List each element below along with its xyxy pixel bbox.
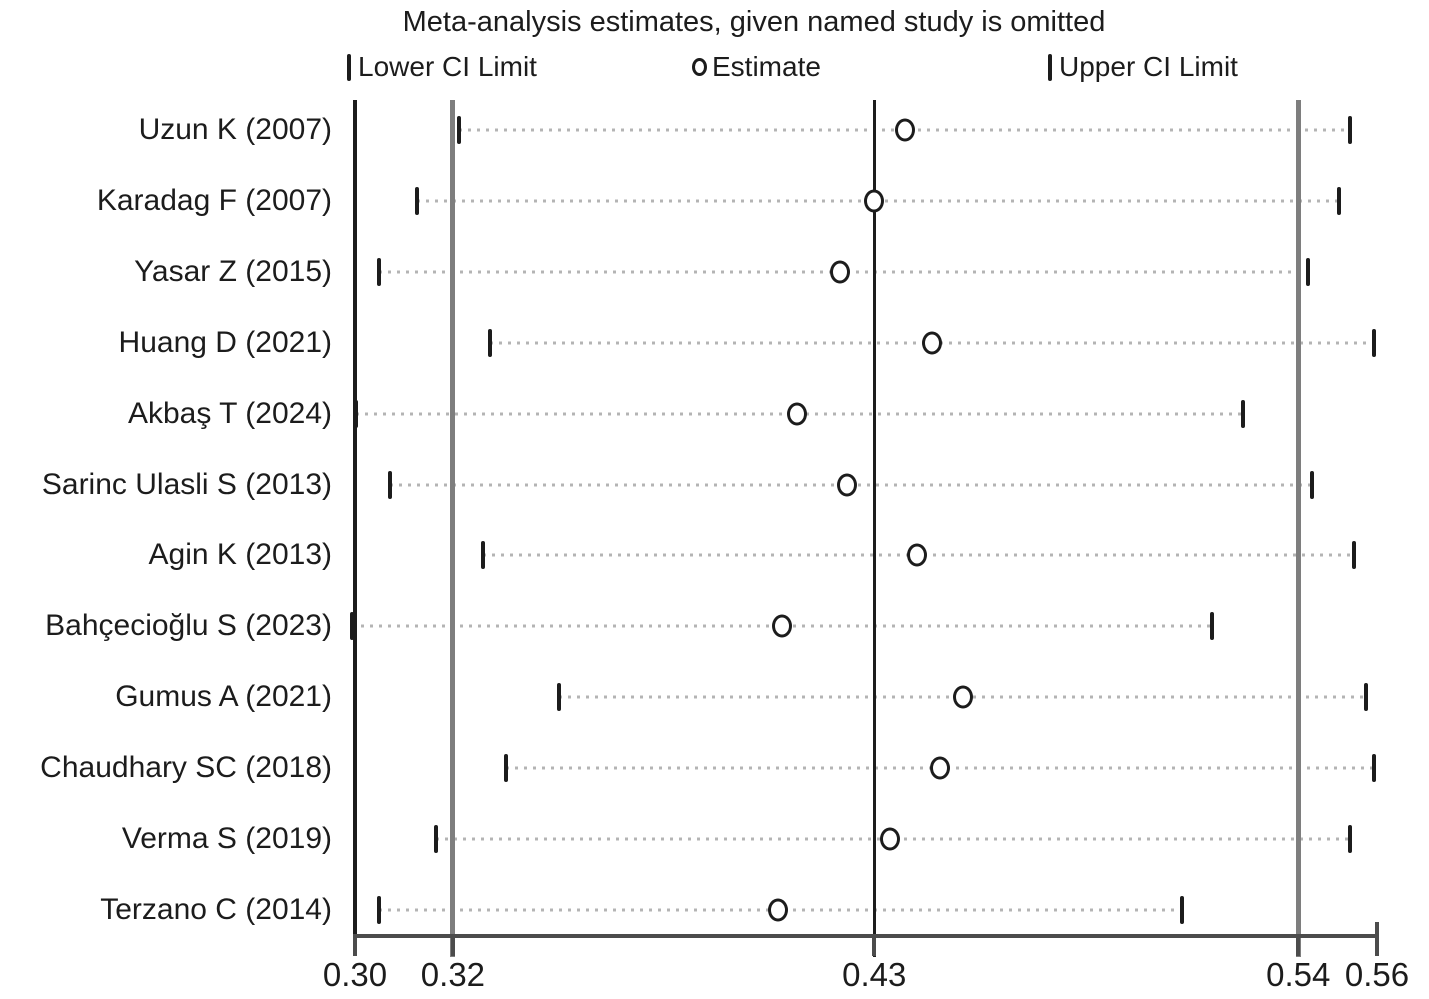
estimate-marker bbox=[929, 756, 950, 780]
legend-estimate-label: Estimate bbox=[712, 51, 821, 82]
lower-ci-tick-icon bbox=[347, 53, 351, 81]
lower-ci-tick bbox=[557, 683, 562, 712]
study-label: Bahçecioğlu S (2023) bbox=[45, 609, 332, 643]
upper-ci-tick bbox=[1336, 186, 1341, 215]
upper-ci-tick bbox=[1210, 612, 1215, 641]
x-axis-tick-label: 0.32 bbox=[420, 956, 486, 993]
x-axis-tick-label: 0.30 bbox=[322, 956, 388, 993]
study-label: Akbaş T (2024) bbox=[127, 396, 332, 430]
lower-ci-tick bbox=[488, 328, 493, 357]
upper-ci-tick bbox=[1371, 754, 1376, 783]
legend-item-lower-ci: Lower CI Limit bbox=[347, 50, 537, 84]
x-axis-tick bbox=[450, 934, 455, 956]
estimate-circle-icon bbox=[692, 58, 707, 76]
lower-ci-tick bbox=[388, 470, 393, 499]
x-axis-tick-label: 0.54 bbox=[1266, 956, 1331, 993]
lower-ci-tick bbox=[376, 895, 381, 924]
estimate-marker bbox=[787, 402, 808, 426]
legend-lower-label: Lower CI Limit bbox=[358, 51, 537, 82]
study-label: Verma S (2019) bbox=[121, 822, 332, 855]
estimate-marker bbox=[768, 898, 789, 922]
reference-line-pooled-upper-ci bbox=[1295, 100, 1301, 957]
study-label: Chaudhary SC (2018) bbox=[40, 751, 332, 785]
upper-ci-tick bbox=[1240, 399, 1245, 428]
estimate-marker bbox=[906, 543, 927, 567]
upper-ci-tick-icon bbox=[1048, 53, 1052, 81]
upper-ci-tick bbox=[1179, 895, 1184, 924]
upper-ci-tick bbox=[1306, 257, 1311, 286]
upper-ci-tick bbox=[1352, 541, 1357, 570]
study-label: Huang D (2021) bbox=[118, 325, 332, 359]
study-label: Gumus A (2021) bbox=[115, 680, 332, 714]
estimate-marker bbox=[921, 331, 942, 355]
x-axis-tick bbox=[353, 934, 357, 956]
estimate-marker bbox=[864, 189, 885, 213]
lower-ci-tick bbox=[434, 825, 439, 853]
study-label: Yasar Z (2015) bbox=[134, 254, 332, 288]
estimate-marker bbox=[952, 685, 973, 709]
lower-ci-tick bbox=[503, 754, 508, 783]
study-label: Uzun K (2007) bbox=[138, 113, 332, 146]
reference-line-pooled-estimate bbox=[872, 100, 876, 957]
lower-ci-tick bbox=[415, 186, 420, 215]
axis-frame-left bbox=[353, 100, 357, 956]
x-axis-tick-label: 0.56 bbox=[1344, 956, 1410, 993]
legend-item-estimate: Estimate bbox=[692, 50, 821, 84]
lower-ci-tick bbox=[376, 257, 381, 286]
study-label: Terzano C (2014) bbox=[100, 892, 332, 926]
lower-ci-tick bbox=[480, 541, 485, 570]
x-axis-tick bbox=[1375, 922, 1379, 956]
upper-ci-tick bbox=[1371, 328, 1376, 357]
upper-ci-tick bbox=[1348, 825, 1353, 853]
study-label: Karadag F (2007) bbox=[96, 183, 332, 217]
legend-item-upper-ci: Upper CI Limit bbox=[1048, 50, 1238, 84]
x-axis-tick bbox=[1296, 934, 1301, 956]
upper-ci-tick bbox=[1310, 470, 1315, 499]
x-axis-line bbox=[355, 934, 1377, 938]
upper-ci-tick bbox=[1363, 683, 1368, 712]
lower-ci-tick bbox=[457, 116, 462, 144]
estimate-marker bbox=[879, 827, 900, 851]
estimate-marker bbox=[772, 614, 793, 638]
lower-ci-tick bbox=[353, 399, 358, 428]
estimate-marker bbox=[829, 260, 850, 284]
estimate-marker bbox=[837, 473, 858, 496]
reference-line-pooled-lower-ci bbox=[450, 100, 456, 957]
x-axis-tick-label: 0.43 bbox=[842, 956, 907, 993]
study-label: Sarinc Ulasli S (2013) bbox=[41, 467, 332, 501]
x-axis-tick bbox=[872, 934, 877, 956]
estimate-marker bbox=[894, 118, 915, 142]
lower-ci-tick bbox=[349, 612, 354, 641]
chart-title: Meta-analysis estimates, given named stu… bbox=[402, 6, 1106, 38]
legend-upper-label: Upper CI Limit bbox=[1059, 51, 1238, 82]
upper-ci-tick bbox=[1348, 116, 1353, 144]
study-label: Agin K (2013) bbox=[148, 538, 332, 572]
